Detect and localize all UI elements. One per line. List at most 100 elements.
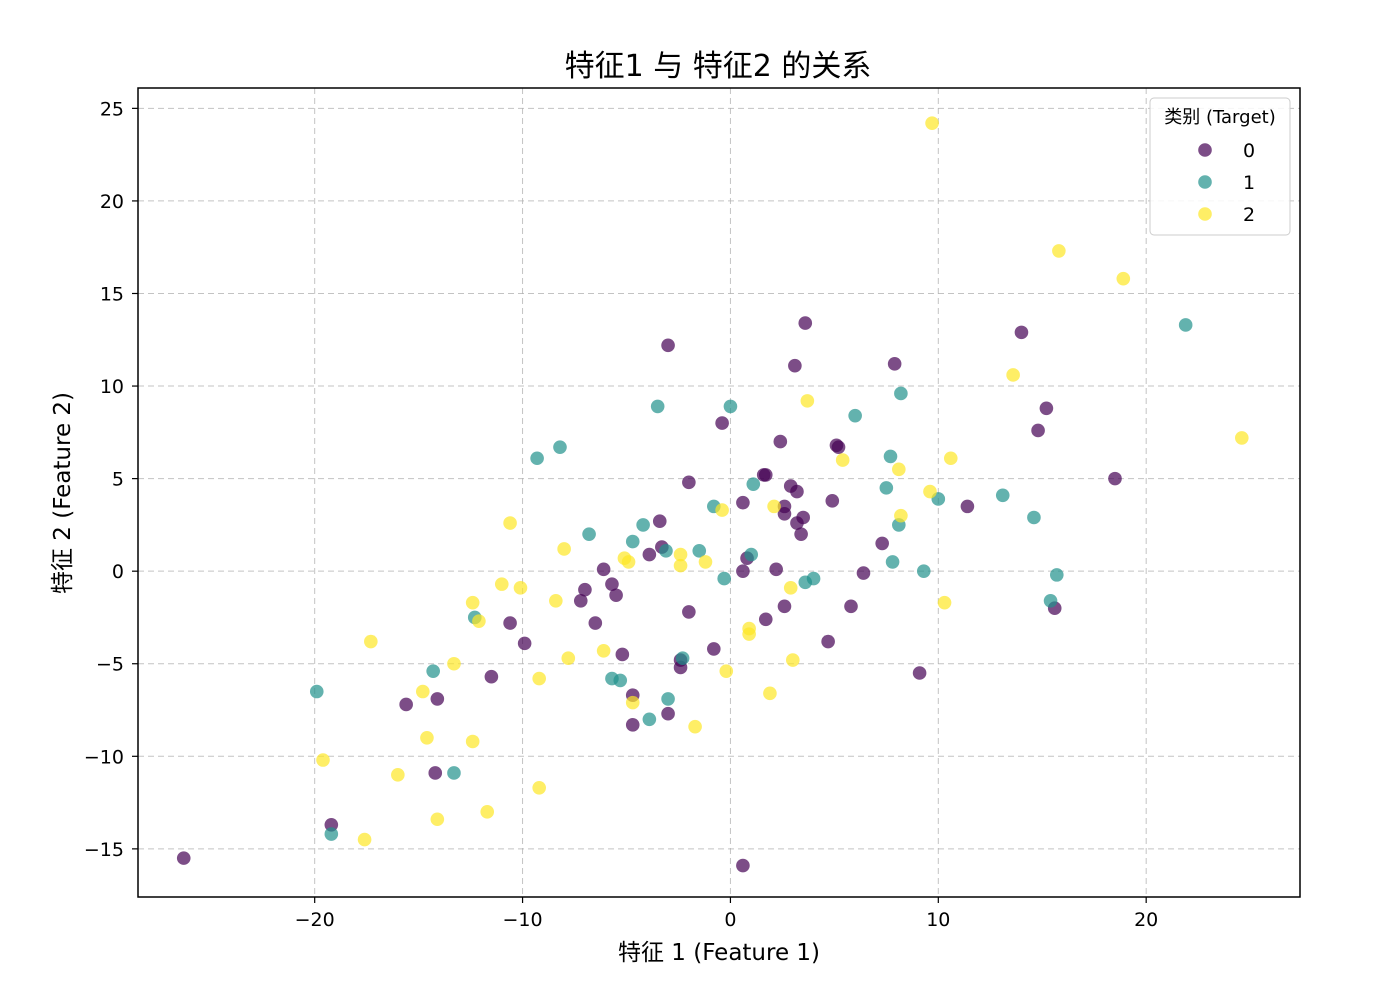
point-class-2 — [415, 684, 430, 699]
x-tick-label: −10 — [503, 909, 543, 931]
point-class-2 — [430, 812, 445, 827]
point-class-0 — [773, 434, 788, 449]
point-class-2 — [925, 116, 939, 130]
legend-label-1: 1 — [1243, 172, 1255, 194]
y-tick-label: 20 — [100, 191, 124, 213]
point-class-0 — [856, 566, 871, 580]
point-class-1 — [1027, 510, 1041, 525]
point-class-2 — [673, 558, 688, 573]
legend-items: 0 1 2 — [1198, 140, 1255, 226]
point-class-2 — [783, 581, 798, 595]
point-class-0 — [790, 484, 804, 499]
point-class-0 — [615, 647, 630, 662]
y-tick-label: −15 — [84, 839, 124, 861]
point-class-1 — [744, 547, 759, 562]
point-class-0 — [831, 440, 846, 454]
point-class-0 — [588, 616, 603, 630]
point-class-2 — [625, 695, 640, 710]
point-class-1 — [848, 408, 862, 423]
x-tick-label: −20 — [295, 909, 335, 931]
point-class-1 — [1043, 593, 1058, 608]
point-class-2 — [719, 664, 734, 678]
point-class-0 — [428, 766, 443, 780]
point-class-0 — [399, 697, 413, 712]
y-tick-label: 10 — [100, 376, 124, 398]
x-axis-label: 特征 1 (Feature 1) — [618, 940, 820, 966]
point-class-0 — [887, 357, 902, 371]
point-class-2 — [447, 656, 461, 671]
y-tick-label: 25 — [100, 98, 124, 120]
point-class-2 — [532, 671, 546, 686]
point-class-1 — [916, 564, 931, 578]
point-class-2 — [364, 634, 378, 649]
point-class-0 — [661, 706, 675, 721]
point-class-1 — [1178, 318, 1193, 332]
point-class-2 — [763, 686, 777, 701]
point-class-2 — [465, 734, 480, 749]
point-class-0 — [652, 514, 667, 528]
point-class-2 — [596, 643, 611, 658]
y-tick-label: 0 — [112, 561, 124, 583]
point-class-0 — [578, 582, 592, 597]
point-class-0 — [642, 547, 657, 562]
legend-label-0: 0 — [1243, 140, 1255, 162]
point-class-2 — [316, 753, 330, 767]
point-class-0 — [682, 605, 696, 619]
legend-marker-2 — [1198, 207, 1212, 221]
point-class-0 — [1014, 325, 1029, 340]
point-class-2 — [767, 499, 781, 514]
point-class-1 — [746, 477, 761, 491]
point-class-2 — [1116, 271, 1131, 286]
point-class-0 — [605, 577, 619, 591]
point-class-2 — [800, 394, 815, 408]
y-tick-label: 5 — [112, 469, 124, 491]
point-class-2 — [513, 581, 528, 595]
point-class-1 — [885, 555, 900, 569]
point-class-1 — [426, 664, 440, 678]
point-class-0 — [715, 416, 729, 430]
x-tick-label: 0 — [724, 909, 736, 931]
point-class-1 — [692, 544, 707, 558]
point-class-2 — [1006, 368, 1020, 382]
point-class-2 — [621, 555, 636, 569]
point-class-0 — [777, 599, 792, 614]
point-class-2 — [688, 719, 702, 734]
point-class-2 — [1052, 244, 1066, 258]
point-class-2 — [673, 547, 688, 562]
point-class-0 — [798, 316, 813, 330]
point-class-0 — [1039, 401, 1054, 416]
point-class-2 — [698, 555, 713, 569]
point-class-0 — [769, 562, 783, 577]
point-class-0 — [788, 358, 802, 373]
point-class-0 — [517, 636, 532, 651]
point-class-1 — [650, 399, 665, 414]
point-class-0 — [625, 718, 640, 732]
point-class-2 — [480, 805, 495, 819]
point-class-0 — [912, 666, 927, 680]
point-class-2 — [420, 730, 434, 745]
point-class-0 — [609, 588, 623, 603]
y-axis-label: 特征 2 (Feature 2) — [50, 392, 76, 594]
y-tick-label: −10 — [84, 746, 124, 768]
legend-title: 类别 (Target) — [1164, 107, 1275, 128]
point-class-1 — [894, 386, 908, 401]
point-class-0 — [176, 851, 191, 865]
point-class-0 — [736, 495, 750, 510]
chart-title: 特征1 与 特征2 的关系 — [565, 49, 872, 84]
legend: 类别 (Target) 0 1 2 — [1149, 97, 1291, 236]
point-class-2 — [494, 577, 509, 591]
point-class-0 — [758, 612, 773, 627]
y-tick-label: 15 — [100, 283, 124, 305]
point-class-1 — [675, 651, 690, 665]
legend-label-2: 2 — [1243, 204, 1255, 226]
point-class-2 — [835, 453, 850, 467]
point-class-0 — [736, 858, 750, 873]
point-class-1 — [717, 571, 731, 586]
point-class-0 — [960, 499, 975, 514]
point-class-0 — [707, 642, 721, 656]
point-class-2 — [503, 516, 517, 530]
point-class-0 — [573, 593, 588, 608]
point-class-1 — [883, 449, 898, 464]
point-class-2 — [892, 462, 906, 477]
